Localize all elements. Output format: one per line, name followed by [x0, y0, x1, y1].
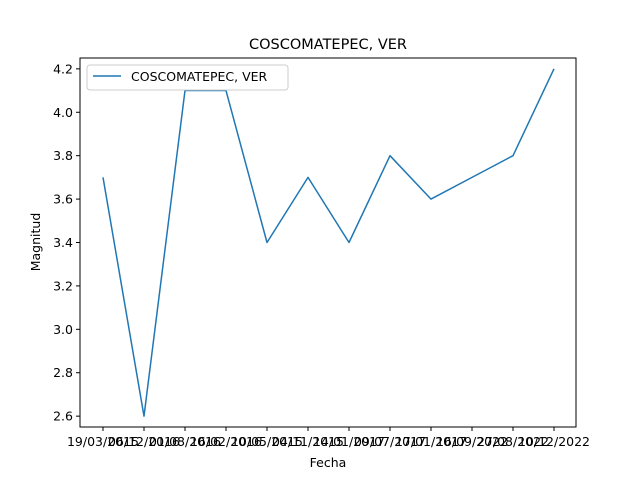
x-tick-label: 10/12/2022 [518, 434, 590, 449]
legend: COSCOMATEPEC, VER [86, 64, 289, 91]
y-tick-label: 3.4 [53, 235, 73, 250]
series-line [102, 68, 555, 417]
y-tick-label: 3.0 [53, 322, 73, 337]
plot-frame [79, 57, 577, 428]
x-axis-label: Fecha [310, 455, 347, 470]
x-tick-label: 27/08/2022 [477, 434, 549, 449]
x-tick-label: 16/02/2016 [190, 434, 262, 449]
x-tick-label: 17/01/2017 [395, 434, 467, 449]
x-tick-label: 14/01/2017 [313, 434, 385, 449]
legend-label: COSCOMATEPEC, VER [131, 69, 268, 84]
y-tick-label: 2.6 [53, 409, 73, 424]
x-tick-label: 06/12/2016 [108, 434, 180, 449]
chart-title: COSCOMATEPEC, VER [249, 37, 407, 53]
y-tick-label: 3.6 [53, 192, 73, 207]
x-tick-label: 16/09/2022 [436, 434, 508, 449]
y-tick-label: 3.2 [53, 278, 73, 293]
y-tick-label: 4.0 [53, 105, 73, 120]
y-tick-label: 4.2 [53, 61, 73, 76]
y-axis-ticks: 2.6 2.8 3.0 3.2 3.4 3.6 3.8 4.0 4.2 [53, 61, 80, 424]
x-tick-label: 09/07/2017 [354, 434, 426, 449]
series-group [102, 68, 555, 417]
legend-box [86, 64, 289, 91]
x-axis-ticks: 19/03/201506/12/201601/08/201616/02/2016… [67, 427, 590, 449]
y-axis-label: Magnitud [28, 213, 43, 272]
y-tick-label: 2.8 [53, 365, 73, 380]
y-tick-label: 3.8 [53, 148, 73, 163]
x-tick-label: 01/08/2016 [149, 434, 221, 449]
x-tick-label: 04/11/2015 [272, 434, 344, 449]
x-tick-label: 19/03/2015 [67, 434, 139, 449]
x-tick-label: 10/05/2015 [231, 434, 303, 449]
